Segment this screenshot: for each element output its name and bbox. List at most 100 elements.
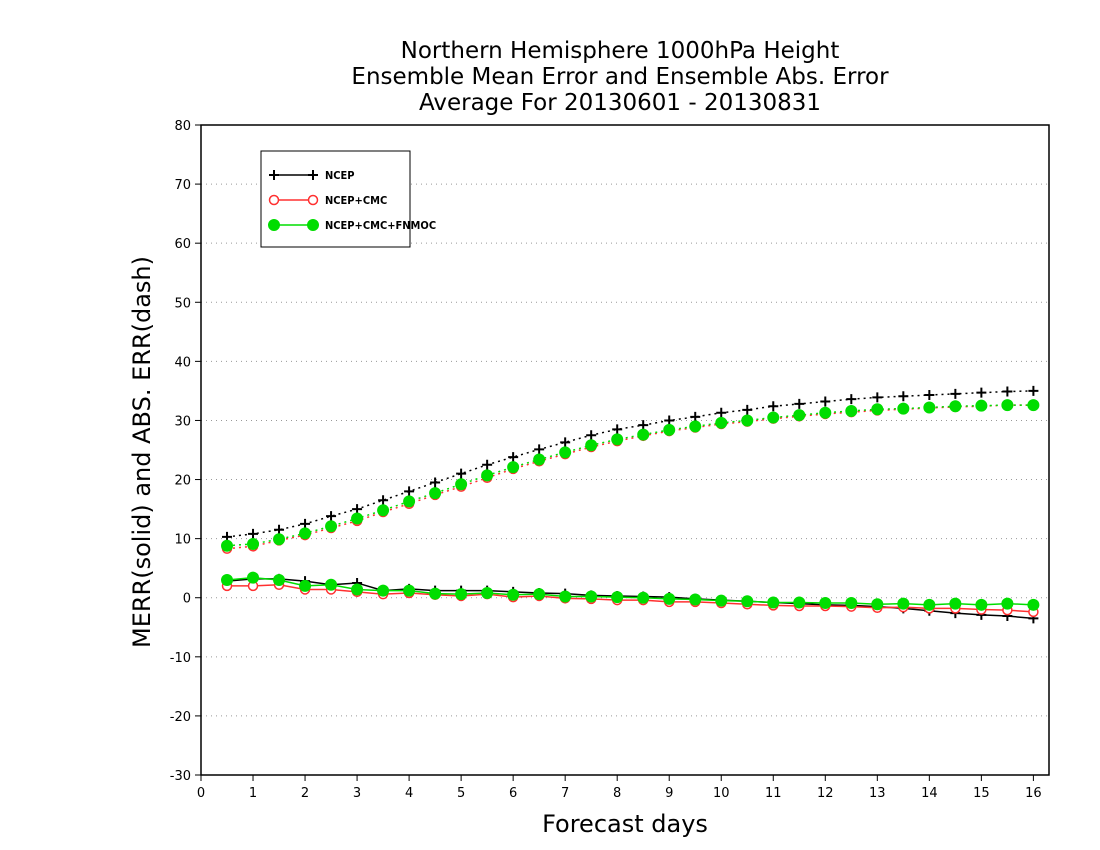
ncep-abs-err-point <box>664 415 675 426</box>
ncep-cmc-fnmoc-merr-point <box>663 592 676 605</box>
ncep-cmc-fnmoc-abs-err-point <box>559 446 572 459</box>
ncep-cmc-fnmoc-abs-err-point <box>819 406 832 419</box>
ncep-cmc-fnmoc-merr-point <box>533 588 546 601</box>
ncep-cmc-fnmoc-merr-point <box>949 597 962 610</box>
ncep-cmc-fnmoc-abs-err-point <box>871 403 884 416</box>
ncep-cmc-fnmoc-abs-err-point <box>845 405 858 417</box>
x-tick-label: 2 <box>301 786 309 801</box>
ncep-cmc-fnmoc-merr-point <box>325 578 338 591</box>
ncep-cmc-fnmoc-merr-point <box>637 591 650 604</box>
x-tick-label: 4 <box>405 786 413 801</box>
ncep-abs-err-point <box>482 459 493 470</box>
ncep-abs-err-point <box>274 524 285 535</box>
ncep-cmc-fnmoc-merr-point <box>715 594 728 607</box>
ncep-abs-err-point <box>716 407 727 418</box>
ncep-abs-err-point <box>534 444 545 455</box>
ncep-cmc-fnmoc-merr-point <box>897 597 910 610</box>
ncep-cmc-fnmoc-merr-point <box>273 574 286 586</box>
y-tick-label: 70 <box>174 178 191 193</box>
ncep-cmc-fnmoc-merr-point <box>299 579 312 592</box>
y-tick-label: -30 <box>170 769 191 784</box>
legend-marker <box>307 219 319 231</box>
x-tick-label: 5 <box>457 786 465 801</box>
y-tick-label: 20 <box>174 474 191 489</box>
x-tick-label: 8 <box>613 786 621 801</box>
x-tick-label: 9 <box>665 786 673 801</box>
ncep-cmc-fnmoc-merr-point <box>689 593 702 606</box>
ncep-cmc-fnmoc-merr-point <box>767 596 780 609</box>
gridlines <box>201 183 1049 717</box>
legend-label: NCEP <box>325 169 355 182</box>
y-tick-label: -20 <box>170 710 191 725</box>
legend-marker <box>268 219 280 231</box>
ncep-abs-err-point <box>612 424 623 435</box>
y-tick-label: 40 <box>174 355 191 370</box>
ncep-abs-err-point <box>950 388 961 399</box>
x-tick-label: 13 <box>869 786 886 801</box>
ncep-cmc-fnmoc-merr-point <box>377 584 390 597</box>
y-tick-label: 80 <box>174 119 191 134</box>
ncep-cmc-fnmoc-merr-point <box>923 598 936 611</box>
ncep-cmc-fnmoc-merr-point <box>403 584 416 597</box>
ncep-cmc-fnmoc-abs-err-point <box>221 539 234 552</box>
ncep-abs-err-point <box>846 394 857 405</box>
x-tick-label: 6 <box>509 786 517 801</box>
ncep-cmc-fnmoc-abs-err-point <box>923 401 936 414</box>
ncep-cmc-fnmoc-merr-point <box>845 597 858 610</box>
ncep-cmc-fnmoc-abs-err-point <box>481 469 494 482</box>
y-tick-label: 0 <box>183 592 191 607</box>
ncep-cmc-fnmoc-abs-err-point <box>1027 399 1040 412</box>
legend-marker <box>308 170 318 180</box>
ncep-cmc-fnmoc-abs-err-point <box>429 487 442 500</box>
ncep-cmc-fnmoc-abs-err-point <box>611 433 624 446</box>
ncep-cmc-fnmoc-abs-err-point <box>949 400 962 413</box>
x-tick-label: 10 <box>713 786 730 801</box>
ncep-cmc-fnmoc-abs-err-point <box>377 504 390 517</box>
y-tick-label: 50 <box>174 296 191 311</box>
ncep-abs-err-point <box>1028 385 1039 396</box>
ncep-cmc-fnmoc-abs-err-point <box>455 478 468 491</box>
x-tick-label: 14 <box>921 786 938 801</box>
ncep-abs-err-point <box>742 404 753 415</box>
ncep-abs-err-point <box>820 396 831 407</box>
ncep-cmc-fnmoc-merr-point <box>1001 597 1014 610</box>
ncep-cmc-fnmoc-abs-err-point <box>715 416 728 429</box>
ncep-abs-err-point <box>430 477 441 488</box>
ncep-cmc-fnmoc-abs-err-point <box>637 428 650 441</box>
y-tick-label: 60 <box>174 237 191 252</box>
ncep-abs-err-point <box>326 511 337 522</box>
ncep-abs-err-point <box>976 387 987 398</box>
x-tick-label: 16 <box>1025 786 1042 801</box>
title-line: Northern Hemisphere 1000hPa Height <box>401 38 840 64</box>
ncep-abs-err-point <box>872 392 883 403</box>
ncep-abs-err-point <box>456 468 467 479</box>
ncep-abs-err-point <box>690 411 701 422</box>
ncep-cmc-fnmoc-abs-err-point <box>1001 399 1014 412</box>
ncep-cmc-fnmoc-abs-err-point <box>325 520 338 533</box>
ncep-cmc-fnmoc-merr-point <box>975 598 988 611</box>
ncep-abs-err-point <box>352 504 363 515</box>
ncep-cmc-fnmoc-abs-err-point <box>663 423 676 436</box>
ncep-cmc-fnmoc-abs-err-point <box>273 533 286 546</box>
legend: NCEP NCEP+CMC NCEP+CMC+FNMOC <box>260 150 436 248</box>
ncep-cmc-fnmoc-abs-err-point <box>507 461 520 474</box>
x-tick-label: 11 <box>765 786 782 801</box>
ncep-cmc-fnmoc-merr-point <box>871 598 884 611</box>
legend-marker <box>307 194 319 206</box>
x-tick-label: 3 <box>353 786 361 801</box>
ncep-merr-line <box>226 578 1034 620</box>
ncep-cmc-fnmoc-merr-point <box>481 587 494 599</box>
ncep-cmc-fnmoc-abs-err-point <box>299 527 312 540</box>
ncep-abs-err-point <box>586 430 597 441</box>
ncep-abs-err-point <box>794 398 805 409</box>
ncep-cmc-fnmoc-abs-err-point <box>689 420 702 433</box>
title-line: Average For 20130601 - 20130831 <box>419 90 821 116</box>
ncep-cmc-fnmoc-abs-err-point <box>741 414 754 427</box>
ncep-cmc-fnmoc-merr-point <box>585 590 598 603</box>
ncep-cmc-fnmoc-abs-err-line <box>226 404 1034 547</box>
x-tick-label: 12 <box>817 786 834 801</box>
ncep-cmc-fnmoc-merr-point <box>559 590 572 603</box>
x-tick-label: 0 <box>197 786 205 801</box>
ncep-abs-err-point <box>898 391 909 402</box>
ncep-cmc-fnmoc-merr-point <box>429 587 442 600</box>
